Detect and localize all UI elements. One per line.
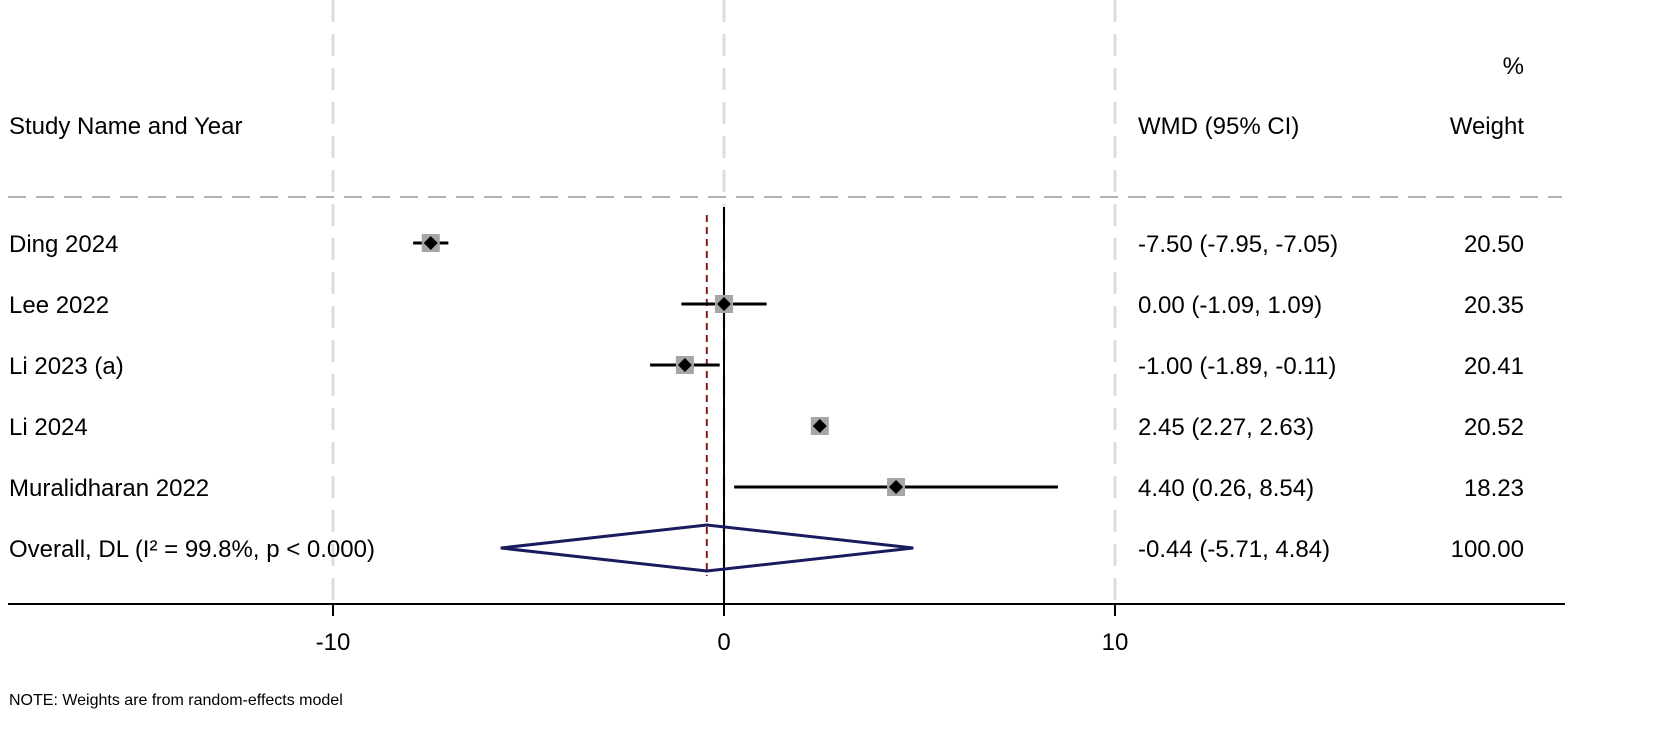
study-row: Li 2024 2.45 (2.27, 2.63) 20.52 (9, 414, 1524, 441)
effect-ci-value: -7.50 (-7.95, -7.05) (1138, 231, 1338, 258)
effect-ci-value: 0.00 (-1.09, 1.09) (1138, 292, 1322, 319)
point-estimate-marker (889, 480, 904, 494)
effect-column-header: WMD (95% CI) (1138, 113, 1299, 140)
study-row: Lee 2022 0.00 (-1.09, 1.09) 20.35 (9, 292, 1524, 319)
overall-effect-ci-value: -0.44 (-5.71, 4.84) (1138, 536, 1330, 563)
x-tick-label: -10 (316, 629, 351, 656)
overall-diamond (500, 523, 914, 573)
study-row: Ding 2024 -7.50 (-7.95, -7.05) 20.50 (9, 231, 1524, 258)
study-name: Ding 2024 (9, 231, 118, 258)
point-estimate-marker (423, 236, 438, 250)
weight-value: 20.41 (1464, 353, 1524, 380)
footnote: NOTE: Weights are from random-effects mo… (9, 692, 343, 709)
weight-value: 18.23 (1464, 475, 1524, 502)
study-row: Muralidharan 2022 4.40 (0.26, 8.54) 18.23 (9, 475, 1524, 502)
point-estimate-marker (677, 358, 692, 372)
x-tick-label: 10 (1102, 629, 1129, 656)
effect-ci-value: 2.45 (2.27, 2.63) (1138, 414, 1314, 441)
study-column-header: Study Name and Year (9, 113, 243, 140)
overall-label: Overall, DL (I² = 99.8%, p < 0.000) (9, 536, 375, 563)
reference-lines (705, 207, 725, 604)
study-rows: Ding 2024 -7.50 (-7.95, -7.05) 20.50 Lee 20… (9, 231, 1524, 502)
overall-weight-value: 100.00 (1451, 536, 1524, 563)
weight-value: 20.50 (1464, 231, 1524, 258)
x-tick-label: 0 (717, 629, 730, 656)
overall-row: Overall, DL (I² = 99.8%, p < 0.000) -0.44… (9, 523, 1524, 573)
weight-column-header-bottom: Weight (1450, 113, 1525, 140)
point-estimate-marker (812, 419, 827, 433)
weight-column-header-top: % (1503, 53, 1524, 80)
x-axis: -10 0 10 (8, 603, 1565, 656)
study-row: Li 2023 (a) -1.00 (-1.89, -0.11) 20.41 (9, 353, 1524, 380)
effect-ci-value: -1.00 (-1.89, -0.11) (1138, 353, 1336, 380)
weight-value: 20.52 (1464, 414, 1524, 441)
weight-value: 20.35 (1464, 292, 1524, 319)
study-name: Lee 2022 (9, 292, 109, 319)
study-name: Li 2024 (9, 414, 88, 441)
effect-ci-value: 4.40 (0.26, 8.54) (1138, 475, 1314, 502)
study-name: Li 2023 (a) (9, 353, 124, 380)
point-estimate-marker (717, 297, 731, 311)
study-name: Muralidharan 2022 (9, 475, 209, 502)
